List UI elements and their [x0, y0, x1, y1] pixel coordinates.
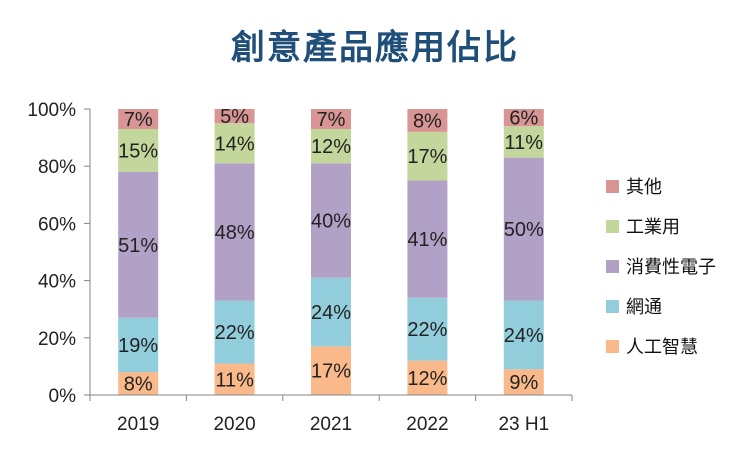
data-label: 8%	[413, 110, 442, 132]
legend-label: 消費性電子	[626, 257, 716, 278]
chart-title: 創意產品應用佔比	[231, 28, 519, 68]
data-label: 9%	[509, 372, 538, 394]
bar-segment	[407, 109, 448, 132]
legend-swatch	[606, 180, 619, 193]
y-tick-label: 100%	[27, 100, 76, 121]
bar-segment	[214, 109, 255, 124]
data-labels: 8% 19% 51% 15% 7% 11% 22% 48% 14% 5% 17% 24% 40% 12% 7…	[118, 106, 544, 395]
bar-segment	[407, 131, 448, 181]
x-tick-label: 23 H1	[498, 414, 549, 435]
data-label: 12%	[311, 136, 351, 158]
data-label: 19%	[118, 335, 158, 357]
data-label: 24%	[504, 325, 544, 347]
data-label: 6%	[509, 108, 538, 130]
data-label: 48%	[215, 222, 255, 244]
bar-segment	[311, 346, 351, 395]
x-tick-label: 2021	[310, 414, 352, 435]
data-label: 22%	[215, 322, 255, 344]
bar-segment	[503, 157, 544, 301]
bar-segment	[311, 163, 351, 278]
y-tick-label: 40%	[38, 272, 76, 293]
bar-segment	[503, 109, 544, 127]
bar-segment	[118, 171, 159, 318]
data-label: 22%	[407, 319, 447, 341]
bars	[118, 109, 544, 395]
data-label: 12%	[407, 368, 447, 390]
y-tick-label: 80%	[38, 157, 76, 178]
y-tick-label: 0%	[49, 386, 77, 407]
data-label: 8%	[124, 374, 153, 396]
legend-swatch	[606, 300, 619, 313]
axes: 0% 20% 40% 60% 80% 100% 2019 2020 2021 2022 23 H1	[27, 100, 573, 435]
data-label: 17%	[407, 146, 447, 168]
legend-swatch	[606, 340, 619, 353]
bar-segment	[311, 129, 351, 164]
data-label: 50%	[504, 219, 544, 241]
legend-label: 網通	[626, 297, 662, 318]
bar-segment	[214, 300, 255, 364]
data-label: 5%	[220, 106, 249, 128]
bar-segment	[503, 126, 544, 158]
y-tick-label: 60%	[38, 214, 76, 235]
bar-segment	[118, 372, 159, 395]
x-tick-label: 2019	[117, 414, 159, 435]
bar-segment	[503, 300, 544, 370]
data-label: 24%	[311, 302, 351, 324]
bar-segment	[118, 109, 159, 130]
data-label: 17%	[311, 361, 351, 383]
x-tick-label: 2022	[406, 414, 448, 435]
legend-label: 工業用	[626, 217, 680, 238]
legend-swatch	[606, 260, 619, 273]
bar-segment	[214, 123, 255, 164]
data-label: 7%	[124, 109, 153, 131]
bar-segment	[407, 360, 448, 395]
data-label: 11%	[215, 369, 254, 391]
y-tick-label: 20%	[38, 329, 76, 350]
bar-segment	[311, 109, 351, 130]
bar-segment	[311, 277, 351, 347]
bar-segment	[503, 369, 544, 395]
data-label: 40%	[311, 211, 351, 233]
bar-segment	[407, 180, 448, 298]
data-label: 7%	[317, 109, 346, 131]
x-tick-label: 2020	[213, 414, 255, 435]
data-label: 51%	[118, 235, 158, 257]
legend-label: 人工智慧	[626, 337, 698, 358]
data-label: 14%	[215, 133, 255, 155]
bar-segment	[118, 317, 159, 373]
bar-segment	[214, 363, 255, 395]
data-label: 15%	[118, 140, 158, 162]
bar-segment	[214, 163, 255, 301]
bar-segment	[407, 297, 448, 361]
legend-swatch	[606, 220, 619, 233]
bar-segment	[118, 129, 159, 172]
data-label: 41%	[407, 229, 447, 251]
data-label: 11%	[505, 132, 544, 154]
legend-label: 其他	[626, 177, 662, 198]
